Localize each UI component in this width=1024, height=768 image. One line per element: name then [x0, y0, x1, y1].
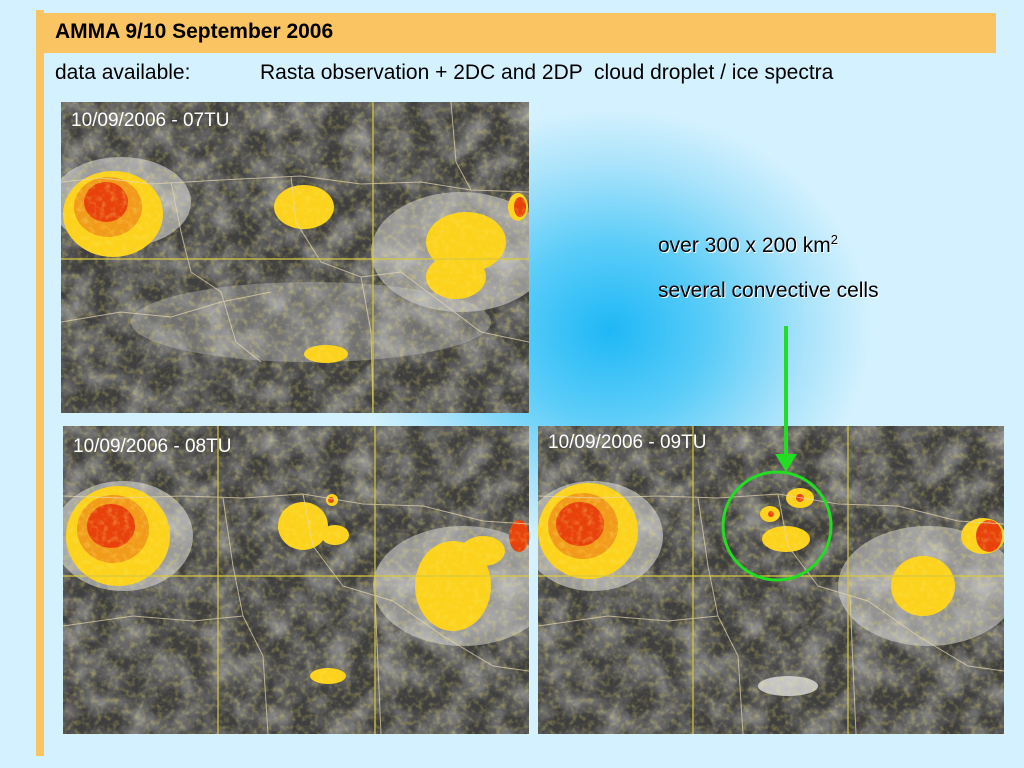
satellite-image-07tu: 10/09/2006 - 07TU	[61, 102, 529, 413]
satellite-image-09tu: 10/09/2006 - 09TU	[538, 426, 1004, 734]
title-bar	[44, 13, 996, 53]
area-annotation-text: over 300 x 200 km	[658, 234, 831, 257]
timestamp-label: 10/09/2006 - 07TU	[71, 110, 230, 131]
convective-cells-circle	[721, 470, 833, 582]
subtitle-label: data available:	[55, 61, 191, 84]
pointer-arrow-head	[775, 454, 797, 472]
slide-title: AMMA 9/10 September 2006	[55, 20, 334, 43]
cells-annotation: several convective cells	[658, 279, 879, 302]
left-accent-bar	[36, 10, 44, 756]
area-annotation-superscript: 2	[830, 232, 838, 247]
timestamp-label: 10/09/2006 - 09TU	[548, 432, 707, 453]
area-annotation: over 300 x 200 km2	[658, 232, 838, 258]
satellite-image-08tu: 10/09/2006 - 08TU	[63, 426, 529, 734]
subtitle-text: Rasta observation + 2DC and 2DP cloud dr…	[260, 61, 834, 84]
timestamp-label: 10/09/2006 - 08TU	[73, 436, 232, 457]
